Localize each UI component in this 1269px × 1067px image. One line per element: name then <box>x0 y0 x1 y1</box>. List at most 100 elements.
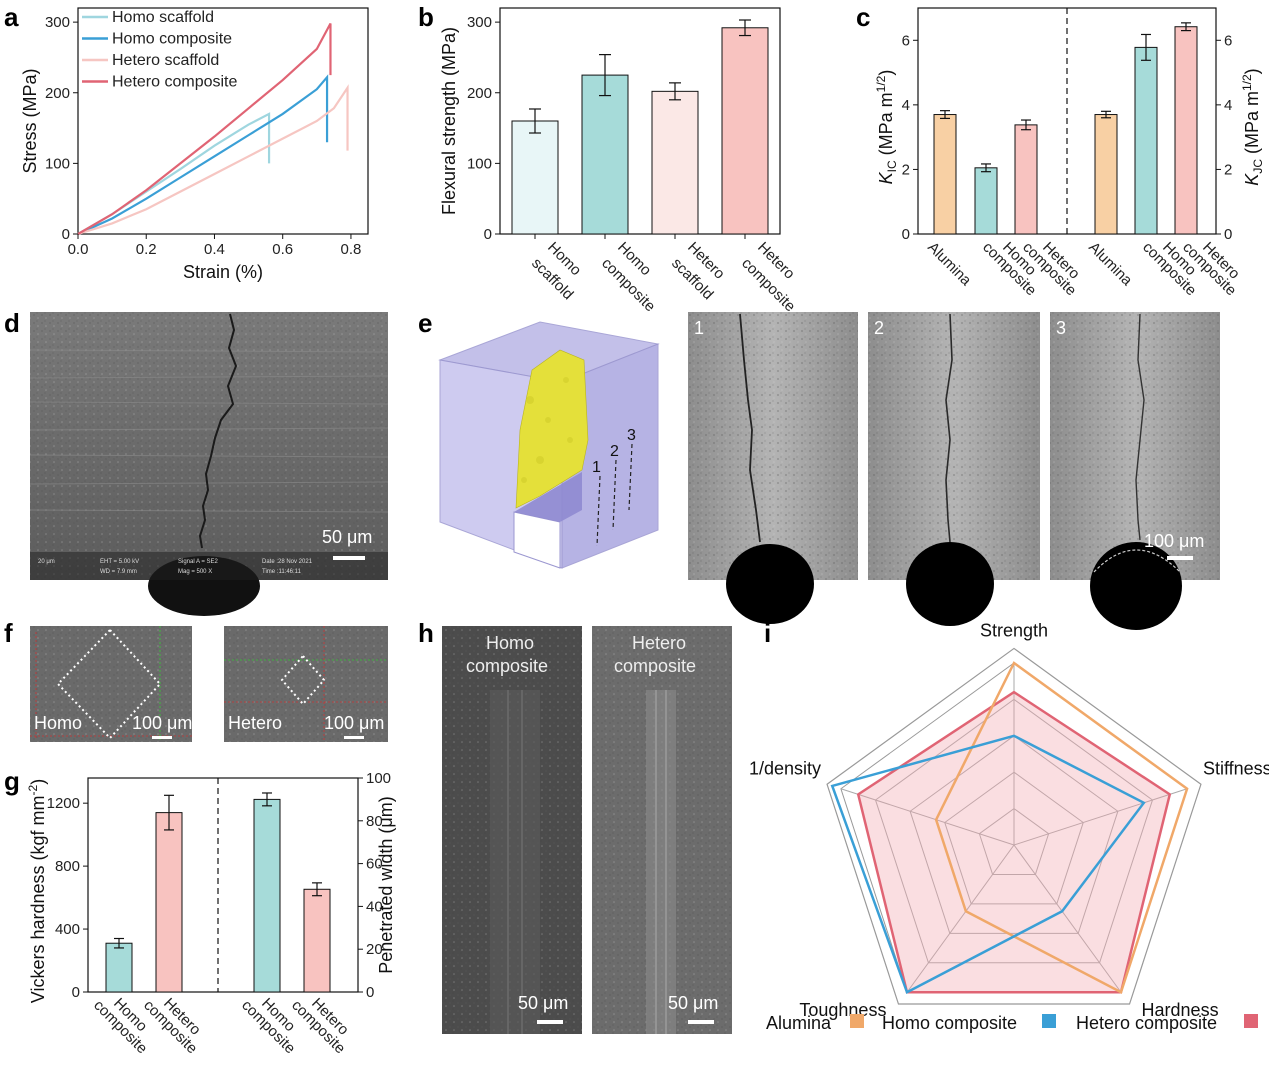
scratch-image-homo: Homo composite 50 μm <box>442 626 582 1034</box>
panel-letter-i: i <box>764 618 771 648</box>
y-tick-label: 4 <box>902 97 910 114</box>
panel-letter-h: h <box>418 618 434 648</box>
sem-meta-bar: 20 μm <box>38 559 55 565</box>
sem-meta-eht: EHT = 5.00 kV <box>100 559 139 565</box>
plot-frame-g <box>87 777 359 993</box>
series-line-homo-composite <box>77 74 329 236</box>
sem-meta-signal: Signal A = SE2 <box>178 559 219 565</box>
bar <box>105 942 133 993</box>
radar-spoke <box>1013 788 1188 846</box>
slice-marker-3: 3 <box>627 427 636 444</box>
bar <box>974 167 998 235</box>
legend-swatch <box>1244 1014 1258 1028</box>
scratch-image-hetero: Hetero composite 50 μm <box>592 626 732 1034</box>
x-tick-label: 0.0 <box>68 241 89 258</box>
radar-spoke <box>906 844 1015 993</box>
scratch-label-hetero-2: composite <box>614 656 696 676</box>
y-tick-label: 1200 <box>47 795 80 812</box>
y-tick-label: 2 <box>902 161 910 178</box>
legend-swatch <box>1042 1014 1056 1028</box>
y-tick-label: 300 <box>467 14 492 31</box>
scale-label-e: 100 μm <box>1144 531 1204 551</box>
y-axis-label-right: KJC (MPa m1/2) <box>1240 68 1265 185</box>
bar <box>303 888 331 993</box>
x-axis-label: Strain (%) <box>183 262 263 282</box>
ct-slice-1: 1 <box>688 312 858 624</box>
y-axis-label: Flexural strength (MPa) <box>439 27 459 215</box>
y-tick-label: 400 <box>55 921 80 938</box>
legend-label: Alumina <box>766 1013 832 1033</box>
y-tick-label: 300 <box>45 14 70 31</box>
y-tick-label: 100 <box>467 155 492 172</box>
radar-series-hetero-composite <box>856 690 1172 994</box>
indent-label-homo: Homo <box>34 713 82 733</box>
y-tick-label: 200 <box>467 85 492 102</box>
legend-label: Hetero scaffold <box>112 52 219 69</box>
radar-grid-ring <box>944 771 1084 905</box>
legend-label: Homo composite <box>112 31 232 48</box>
radar-grid-ring <box>978 807 1050 875</box>
radar-series-alumina <box>934 661 1189 995</box>
panel-letter-f: f <box>4 618 13 648</box>
panel-letter-b: b <box>418 2 434 32</box>
bar <box>721 27 769 235</box>
y-axis-label-left: Vickers hardness (kgf mm-2) <box>26 779 48 1003</box>
radar-spoke <box>1013 844 1122 993</box>
bar <box>933 114 957 235</box>
panel-letter-g: g <box>4 766 20 796</box>
series-line-homo-scaffold <box>77 112 271 235</box>
bar <box>1094 114 1118 235</box>
y-tick-label-right: 80 <box>366 813 383 830</box>
crack-line <box>198 313 238 549</box>
ct-slice-2: 2 <box>868 312 1040 626</box>
chart-i: Strength Stiffness Hardness Toughness 1/dens… <box>749 620 1269 1033</box>
sem-meta-date: Date :28 Nov 2021 <box>262 559 313 565</box>
sem-meta-wd: WD = 7.9 mm <box>100 569 137 575</box>
slice-marker-2: 2 <box>610 443 619 460</box>
scratch-label-homo-1: Homo <box>486 633 534 653</box>
slice-label-3: 3 <box>1056 318 1066 338</box>
series-line-hetero-scaffold <box>77 84 349 236</box>
x-tick-label: Alumina <box>1085 239 1136 290</box>
y-tick-label-right: 4 <box>1224 97 1232 114</box>
ct-slice-3: 3 100 μm <box>1050 312 1220 630</box>
y-tick-label-right: 0 <box>1224 226 1232 243</box>
legend-swatch <box>850 1014 864 1028</box>
scratch-label-homo-2: composite <box>466 656 548 676</box>
radar-spoke <box>840 788 1015 846</box>
sem-meta-time: Time :11:46:11 <box>262 569 302 575</box>
plot-frame-a <box>77 7 369 235</box>
scale-label-f-hetero: 100 μm <box>324 713 384 733</box>
y-tick-label-right: 40 <box>366 898 383 915</box>
sem-image-d: 20 μm EHT = 5.00 kV WD = 7.9 mm Signal A… <box>29 312 389 616</box>
panel-letter-e: e <box>418 308 432 338</box>
bar <box>511 120 559 235</box>
ct-schematic-e: 1 2 3 <box>438 321 660 569</box>
y-tick-label: 6 <box>902 32 910 49</box>
legend-label: Homo scaffold <box>112 9 214 26</box>
indent-image-hetero: Hetero 100 μm <box>224 626 388 742</box>
scale-label-h-hetero: 50 μm <box>668 993 718 1013</box>
plot-frame-b <box>499 7 781 235</box>
radar-series-homo-composite <box>830 734 1146 995</box>
scale-label-d: 50 μm <box>322 527 372 547</box>
sem-meta-mag: Mag = 500 X <box>178 569 212 575</box>
y-tick-label-right: 100 <box>366 770 391 787</box>
y-axis-label: Stress (MPa) <box>20 68 40 173</box>
y-tick-label: 0 <box>62 226 70 243</box>
scale-label-f-homo: 100 μm <box>132 713 192 733</box>
radar-axis-label: 1/density <box>749 758 821 778</box>
scale-bar-d <box>333 556 365 560</box>
legend-label: Hetero composite <box>112 74 237 91</box>
x-tick-label: 0.4 <box>204 241 225 258</box>
slice-label-2: 2 <box>874 318 884 338</box>
y-tick-label: 100 <box>45 155 70 172</box>
y-tick-label-right: 60 <box>366 856 383 873</box>
y-tick-label: 200 <box>45 85 70 102</box>
panel-letter-a: a <box>4 2 19 32</box>
chart-a: 0.0 0.2 0.4 0.6 0.8 0 100 200 300 Strain (%) Stres… <box>20 7 369 282</box>
